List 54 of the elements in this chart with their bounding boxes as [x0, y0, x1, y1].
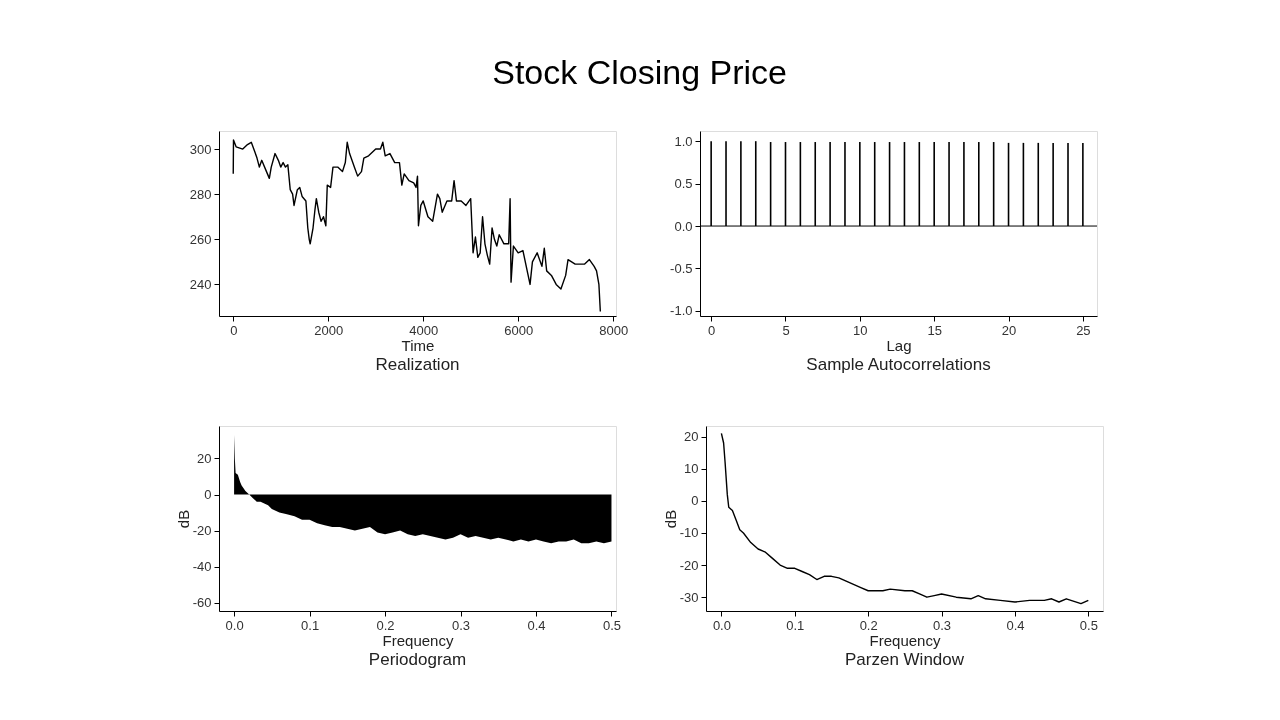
y-tick-label: 260 — [189, 231, 212, 247]
x-tick-label: 25 — [1076, 322, 1091, 338]
y-tick-label: 0.0 — [674, 218, 693, 234]
y-tick-label: 300 — [189, 141, 212, 157]
y-tick-label: -20 — [192, 523, 212, 539]
x-axis-title: Time — [401, 336, 435, 354]
text: Parzen Window — [844, 650, 965, 669]
x-tick-label: 0.2 — [859, 617, 878, 633]
y-tick-label: 1.0 — [674, 133, 693, 149]
x-tick-label: 0.2 — [376, 617, 395, 633]
x-tick-label: 0 — [708, 322, 716, 338]
x-tick-label: 10 — [853, 322, 868, 338]
x-tick-label: 20 — [1001, 322, 1017, 338]
text: Realization — [375, 355, 460, 374]
x-tick-label: 8000 — [599, 322, 629, 338]
x-tick-label: 0.3 — [933, 617, 952, 633]
y-tick-label: 280 — [189, 186, 212, 202]
x-tick-label: 2000 — [314, 322, 344, 338]
y-tick-label: 0 — [691, 493, 699, 509]
y-tick-label: -60 — [192, 595, 212, 611]
text: Periodogram — [368, 650, 467, 669]
x-tick-label: 0 — [230, 322, 238, 338]
x-tick-label: 15 — [927, 322, 942, 338]
y-tick-label: -0.5 — [670, 260, 693, 276]
x-tick-label: 0.5 — [1079, 617, 1098, 633]
x-tick-label: 0.1 — [786, 617, 805, 633]
y-tick-label: 20 — [684, 429, 699, 445]
y-tick-label: 0.5 — [674, 176, 693, 192]
y-tick-label: -20 — [679, 557, 699, 573]
text: Sample Autocorrelations — [806, 355, 991, 374]
y-axis-title: dB — [661, 509, 679, 529]
x-tick-label: 4000 — [409, 322, 439, 338]
x-tick-label: 5 — [782, 322, 790, 338]
x-tick-label: 0.3 — [451, 617, 471, 633]
y-tick-label: -1.0 — [670, 303, 693, 319]
x-tick-label: 0.4 — [1006, 617, 1025, 633]
y-tick-label: -30 — [679, 589, 699, 605]
x-tick-label: 0.4 — [527, 617, 546, 633]
y-tick-label: 20 — [197, 450, 212, 466]
x-tick-label: 0.1 — [301, 617, 320, 633]
x-axis-title: Frequency — [382, 631, 454, 649]
y-tick-label: 0 — [204, 487, 212, 503]
x-tick-label: 0.0 — [225, 617, 244, 633]
x-axis-title: Frequency — [869, 631, 941, 649]
x-tick-label: 6000 — [504, 322, 534, 338]
y-tick-label: 10 — [684, 461, 699, 477]
y-axis-title: dB — [174, 509, 192, 529]
chart-title: Stock Closing Price — [492, 52, 787, 91]
x-tick-label: 0.5 — [602, 617, 622, 633]
x-tick-label: 0.0 — [712, 617, 731, 633]
y-tick-label: 240 — [189, 276, 212, 292]
x-axis-title: Lag — [886, 336, 912, 354]
y-tick-label: -40 — [192, 559, 212, 575]
y-tick-label: -10 — [679, 525, 699, 541]
